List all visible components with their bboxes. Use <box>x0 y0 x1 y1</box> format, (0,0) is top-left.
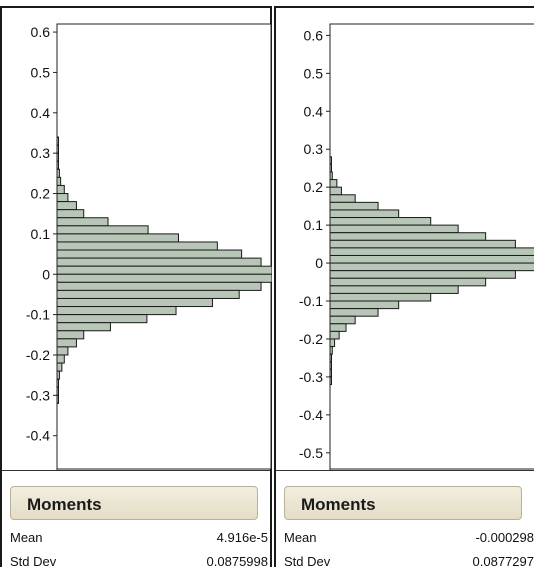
y-tick-label: 0.5 <box>304 65 324 81</box>
histogram-bar <box>56 306 177 316</box>
y-tick-label: 0 <box>42 266 50 282</box>
histogram-bar <box>56 201 77 211</box>
stat-label: Mean <box>10 530 43 545</box>
histogram-bar <box>56 273 272 283</box>
histogram-bar <box>56 241 218 251</box>
histogram-bar <box>56 354 65 364</box>
histogram-bar <box>56 314 148 324</box>
histogram-bar <box>56 249 243 259</box>
y-tick-label: -0.2 <box>299 331 323 347</box>
histogram-bar <box>56 281 262 291</box>
histogram-right: 0.6 0.5 0.4 0.3 0.2 0.1 0 -0.1 -0.2 -0.3 -0.4 -0.5 <box>299 23 534 470</box>
histogram-bar <box>329 232 487 241</box>
y-tick-label: 0.6 <box>31 24 51 40</box>
histogram-bar <box>56 346 69 356</box>
y-tick-label: 0.1 <box>304 217 324 233</box>
y-tick-label: 0.2 <box>304 179 324 195</box>
histogram-bar <box>329 270 516 279</box>
histogram-bar <box>329 315 356 325</box>
y-tick-label: 0.1 <box>31 226 51 242</box>
histogram-bar <box>56 265 272 275</box>
histogram-bar <box>329 292 432 302</box>
distribution-panel-right: 0.6 0.5 0.4 0.3 0.2 0.1 0 -0.1 -0.2 -0.3 -0.4 -0.5 … <box>274 6 534 569</box>
histogram-bar <box>329 330 340 340</box>
histogram-bar <box>329 323 347 332</box>
y-tick-label: -0.1 <box>299 293 323 309</box>
panel-divider <box>276 470 534 471</box>
histogram-bar <box>329 179 338 188</box>
y-tick-label: -0.4 <box>26 428 50 444</box>
histogram-bar <box>56 330 85 340</box>
stat-value: 0.0877297 <box>472 554 534 569</box>
histogram-bar <box>56 338 77 348</box>
histogram-bar <box>329 300 400 310</box>
histogram-bar <box>56 257 262 267</box>
distribution-panel-left: 0.6 0.5 0.4 0.3 0.2 0.1 0 -0.1 -0.2 -0.3 -0.4 Mome… <box>0 6 272 569</box>
y-tick-label: -0.4 <box>299 407 323 423</box>
y-tick-label: 0.3 <box>31 145 51 161</box>
y-tick-label: 0.4 <box>31 105 51 121</box>
histogram-bar <box>56 217 109 227</box>
histogram-bar <box>56 225 149 235</box>
histogram-bar <box>329 277 487 287</box>
y-tick-label: 0 <box>315 255 323 271</box>
histogram-bar <box>329 247 534 256</box>
y-tick-label: -0.5 <box>299 445 323 461</box>
moments-header[interactable]: Moments <box>284 486 522 520</box>
moments-title: Moments <box>27 495 102 514</box>
y-tick-label: 0.4 <box>304 103 324 119</box>
stat-label: Std Dev <box>10 554 57 569</box>
histogram-bar <box>56 289 240 299</box>
stat-value: 0.0875998 <box>206 554 268 569</box>
y-tick-label: -0.3 <box>299 369 323 385</box>
y-tick-label: 0.5 <box>31 64 51 80</box>
panel-divider <box>2 470 270 471</box>
y-tick-label: -0.2 <box>26 347 50 363</box>
stat-value: 4.916e-5 <box>216 530 268 545</box>
histogram-bar <box>329 239 516 249</box>
y-tick-label: -0.1 <box>26 307 50 323</box>
histogram-bar <box>329 217 432 226</box>
y-tick-label: 0.2 <box>31 186 51 202</box>
stat-label: Mean <box>284 530 317 545</box>
histogram-bar <box>329 262 534 272</box>
histogram-bar <box>56 209 85 219</box>
histogram-bar <box>56 297 213 308</box>
moments-header[interactable]: Moments <box>10 486 258 520</box>
histogram-bar <box>329 338 336 348</box>
stat-label: Std Dev <box>284 554 331 569</box>
moments-title: Moments <box>301 495 376 514</box>
histogram-bar <box>329 194 356 203</box>
histogram-bar <box>56 184 65 195</box>
histogram-bar <box>329 201 379 211</box>
histogram-bar <box>329 285 459 294</box>
histogram-bar <box>56 362 63 372</box>
y-tick-label: -0.3 <box>26 387 50 403</box>
histogram-bar <box>56 193 69 203</box>
histogram-bar <box>329 254 534 264</box>
histogram-bar <box>56 233 179 243</box>
y-tick-label: 0.6 <box>304 27 324 43</box>
histogram-bar <box>56 176 62 186</box>
stat-value: -0.000298 <box>475 530 534 545</box>
y-tick-label: 0.3 <box>304 141 324 157</box>
histogram-bar <box>329 308 379 317</box>
histogram-bar <box>329 224 459 234</box>
histogram-bar <box>329 186 342 196</box>
histogram-left: 0.6 0.5 0.4 0.3 0.2 0.1 0 -0.1 -0.2 -0.3 -0.4 <box>26 23 272 470</box>
histogram-bar <box>329 209 400 219</box>
histogram-bar <box>56 322 111 332</box>
